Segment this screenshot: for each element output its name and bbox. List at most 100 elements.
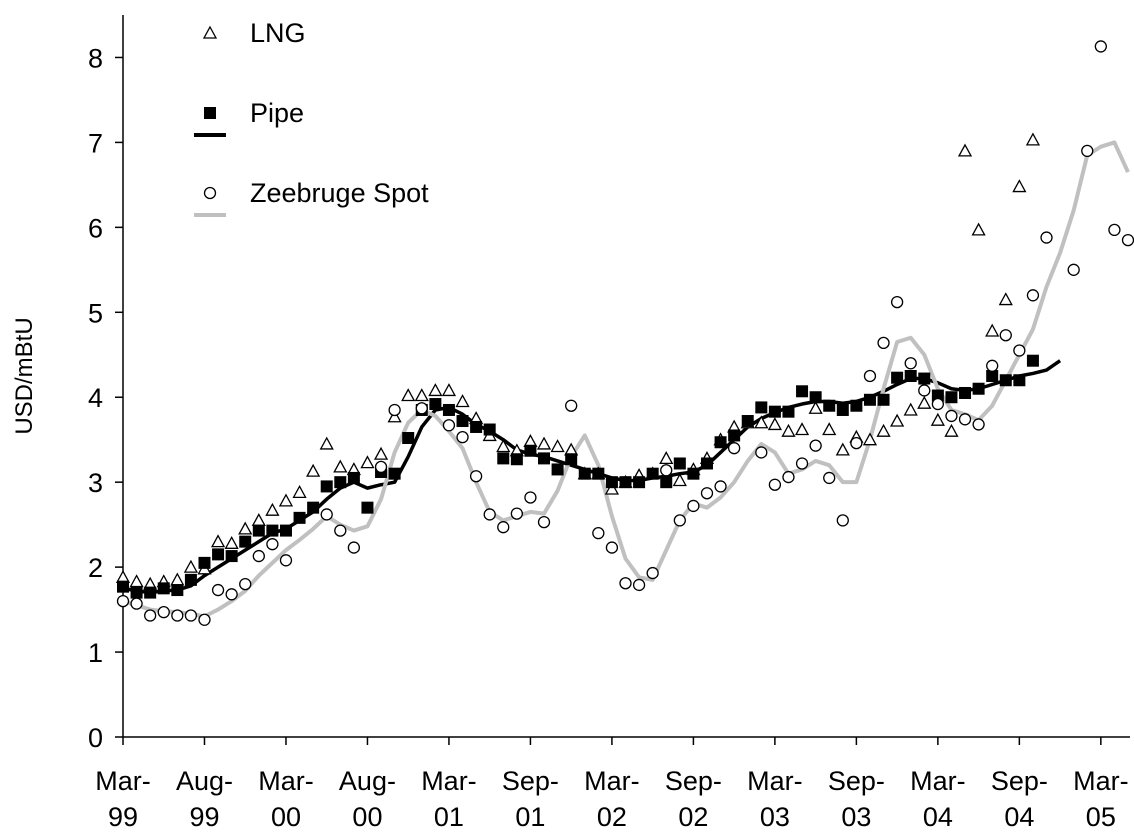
data-point [687,499,700,513]
data-point [768,405,781,418]
x-tick-label: Sep- 03 [827,766,885,832]
data-point [986,370,999,382]
data-point [673,457,686,470]
y-tick-label: 1 [88,638,103,668]
data-point [808,400,823,414]
data-point [442,419,456,432]
data-point [687,467,700,480]
x-tick-label: Aug- 99 [175,766,233,832]
data-point [538,452,551,465]
data-point [157,605,170,619]
y-tick-label: 2 [88,553,103,583]
data-point [388,467,401,480]
data-point [1108,223,1121,237]
data-point [565,453,578,466]
data-point [550,439,565,453]
data-point [971,222,986,236]
data-point [999,329,1012,342]
data-point [660,464,673,477]
data-point [700,487,714,500]
x-tick-label: Mar- 01 [421,766,477,832]
data-point [632,578,646,592]
data-point [536,436,552,450]
x-tick-label: Mar- 04 [910,766,966,832]
data-point [470,420,483,433]
data-point [456,415,469,428]
data-point [565,399,578,412]
y-tick-label: 3 [88,468,103,498]
data-point [646,467,659,480]
data-point [714,480,727,493]
data-point [239,535,252,548]
data-point [212,548,225,561]
data-point [401,388,416,402]
data-point [957,143,973,157]
data-point [985,323,1000,337]
data-point [293,511,306,524]
data-point [130,597,143,610]
data-point [524,444,537,457]
data-point [157,582,170,595]
data-point [782,405,795,418]
data-point [930,412,945,426]
trend-line [122,140,1130,619]
legend-label: LNG [250,18,306,48]
data-point [823,399,836,412]
data-point [402,432,415,445]
data-point [903,402,918,416]
data-point [1081,144,1094,158]
legend-marker [203,186,217,200]
y-axis-label: USD/mBtU [11,317,38,434]
data-point [891,371,904,384]
data-point [850,436,863,450]
data-point [728,429,741,442]
data-point [144,609,157,622]
data-point [823,471,836,485]
data-point [455,394,470,408]
data-point [373,446,389,460]
y-tick-label: 6 [88,213,103,243]
data-point [604,481,620,495]
data-point [809,439,822,452]
data-point [605,476,618,489]
data-point [754,415,769,429]
data-point [117,580,129,593]
data-point [292,485,307,499]
data-point [441,383,457,397]
data-point [1067,263,1080,276]
data-point [592,526,605,540]
data-point [319,436,334,450]
x-tick-label: Mar- 05 [1073,766,1129,832]
data-point [524,491,537,504]
y-tick-label: 4 [88,383,103,413]
data-point [1025,132,1041,146]
data-point [497,452,510,465]
data-point [320,480,333,493]
data-point [1013,344,1026,357]
legend-label: Zeebruge Spot [250,178,429,208]
data-point [850,399,863,412]
data-point [863,393,876,406]
data-point [116,594,130,608]
data-point [210,534,226,548]
data-point [822,422,837,436]
data-point [862,432,878,446]
data-point [714,436,727,449]
data-point [945,391,958,404]
data-point [755,446,768,459]
x-tick-label: Sep- 02 [664,766,722,832]
data-point [442,403,455,416]
data-point [1121,233,1134,247]
data-point [794,422,810,436]
data-point [265,502,280,516]
data-point [959,386,972,399]
data-point [171,609,184,622]
data-point [876,423,891,437]
data-point [469,470,483,483]
data-point [796,385,809,398]
data-point [251,513,266,527]
data-point [890,413,905,427]
data-point [184,573,197,586]
data-point [931,397,945,411]
data-point [986,359,999,372]
